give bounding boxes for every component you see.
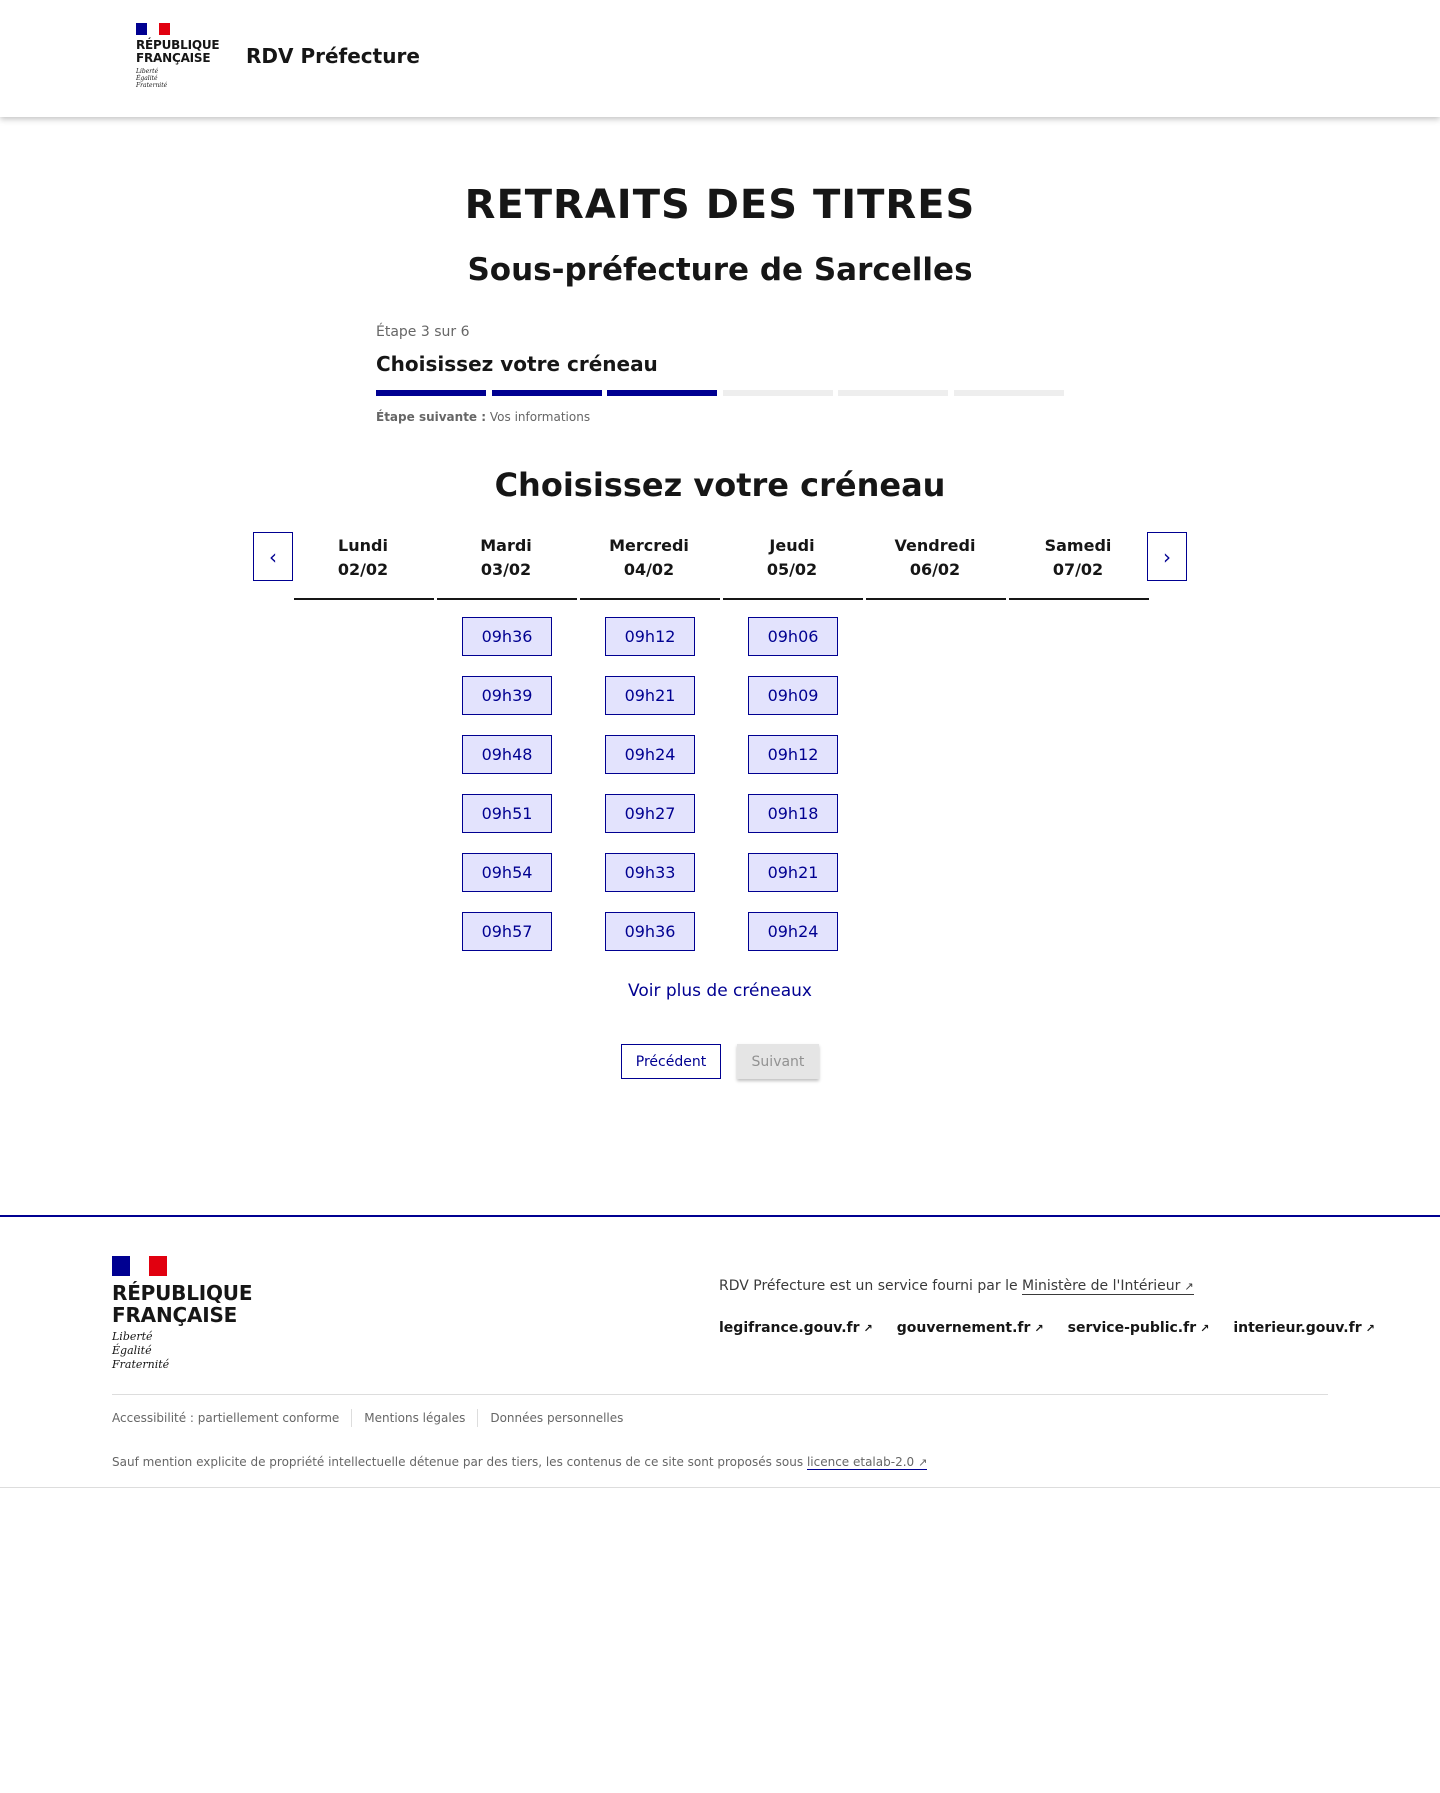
day-underline <box>723 598 863 600</box>
time-slot-button[interactable]: 09h24 <box>605 735 695 774</box>
stepper-segment <box>838 390 948 396</box>
stepper-segment <box>376 390 486 396</box>
section-title: Choisissez votre créneau <box>494 466 946 504</box>
time-slot-button[interactable]: 09h39 <box>462 676 552 715</box>
next-button-disabled[interactable]: Suivant <box>737 1044 819 1079</box>
day-header: Vendredi 06/02 <box>894 536 976 579</box>
flag-icon <box>136 23 170 35</box>
license-text: Sauf mention explicite de propriété inte… <box>112 1455 928 1470</box>
time-slot-button[interactable]: 09h36 <box>462 617 552 656</box>
stepper-segment <box>722 390 833 396</box>
stepper-segment <box>607 390 717 396</box>
day-underline <box>437 598 577 600</box>
day-header: Mardi 03/02 <box>480 536 532 579</box>
next-week-button[interactable]: › <box>1147 532 1187 581</box>
external-link-icon: ↗ <box>1200 1322 1210 1335</box>
time-slot-button[interactable]: 09h33 <box>605 853 695 892</box>
external-link-icon: ↗ <box>1365 1322 1375 1335</box>
footer-bottom-border <box>0 1487 1440 1488</box>
chevron-left-icon: ‹ <box>269 544 277 569</box>
external-link-icon: ↗ <box>1034 1322 1044 1335</box>
day-underline <box>294 598 434 600</box>
footer-divider <box>112 1394 1328 1395</box>
day-header: Samedi 07/02 <box>1044 536 1112 579</box>
time-slot-button[interactable]: 09h48 <box>462 735 552 774</box>
stepper-title: Choisissez votre créneau <box>376 352 658 376</box>
ministere-link[interactable]: Ministère de l'Intérieur ↗ <box>1022 1278 1194 1295</box>
day-header: Mercredi 04/02 <box>609 536 689 579</box>
site-header: RÉPUBLIQUE FRANÇAISE Liberté Égalité Fra… <box>0 0 1440 117</box>
stepper-segment <box>953 390 1064 396</box>
day-underline <box>1009 598 1149 600</box>
day-underline <box>866 598 1006 600</box>
time-slot-button[interactable]: 09h21 <box>605 676 695 715</box>
time-slot-button[interactable]: 09h36 <box>605 912 695 951</box>
time-slot-button[interactable]: 09h24 <box>748 912 838 951</box>
time-slot-button[interactable]: 09h12 <box>748 735 838 774</box>
site-title[interactable]: RDV Préfecture <box>246 44 420 68</box>
time-slot-button[interactable]: 09h57 <box>462 912 552 951</box>
day-header: Jeudi 05/02 <box>766 536 818 579</box>
page-title: RETRAITS DES TITRES <box>464 182 976 228</box>
time-slot-button[interactable]: 09h21 <box>748 853 838 892</box>
footer-top-border <box>0 1215 1440 1217</box>
page-subtitle: Sous-préfecture de Sarcelles <box>467 252 973 288</box>
footer-link[interactable]: legifrance.gouv.fr ↗ <box>719 1320 873 1336</box>
republique-francaise-logo[interactable]: RÉPUBLIQUE FRANÇAISE Liberté Égalité Fra… <box>136 23 220 89</box>
external-link-icon: ↗ <box>918 1456 928 1469</box>
footer-bottom-link[interactable]: Accessibilité : partiellement conforme <box>112 1411 340 1425</box>
stepper-segment <box>491 390 602 396</box>
flag-icon <box>112 1256 167 1276</box>
chevron-right-icon: › <box>1163 544 1171 569</box>
footer-service-text: RDV Préfecture est un service fourni par… <box>719 1278 1194 1295</box>
footer-link[interactable]: gouvernement.fr ↗ <box>896 1320 1044 1336</box>
footer-logo[interactable]: RÉPUBLIQUE FRANÇAISE Liberté Égalité Fra… <box>112 1256 252 1372</box>
previous-week-button[interactable]: ‹ <box>253 532 293 581</box>
stepper-state: Étape 3 sur 6 <box>376 324 470 340</box>
time-slot-button[interactable]: 09h27 <box>605 794 695 833</box>
time-slot-button[interactable]: 09h06 <box>748 617 838 656</box>
time-slot-button[interactable]: 09h09 <box>748 676 838 715</box>
time-slot-button[interactable]: 09h18 <box>748 794 838 833</box>
external-link-icon: ↗ <box>863 1322 873 1335</box>
day-underline <box>580 598 720 600</box>
time-slot-button[interactable]: 09h12 <box>605 617 695 656</box>
time-slot-button[interactable]: 09h54 <box>462 853 552 892</box>
external-link-icon: ↗ <box>1184 1280 1194 1293</box>
footer-bottom-link[interactable]: Données personnelles <box>477 1409 635 1427</box>
time-slot-button[interactable]: 09h51 <box>462 794 552 833</box>
license-link[interactable]: licence etalab-2.0 ↗ <box>806 1455 928 1470</box>
footer-bottom-link[interactable]: Mentions légales <box>351 1409 477 1427</box>
stepper-next-step: Étape suivante : Vos informations <box>376 410 591 424</box>
footer-link[interactable]: service-public.fr ↗ <box>1067 1320 1210 1336</box>
footer-link[interactable]: interieur.gouv.fr ↗ <box>1233 1320 1375 1336</box>
previous-button[interactable]: Précédent <box>621 1044 721 1079</box>
more-slots-link[interactable]: Voir plus de créneaux <box>628 981 812 1001</box>
day-header: Lundi 02/02 <box>337 536 389 579</box>
